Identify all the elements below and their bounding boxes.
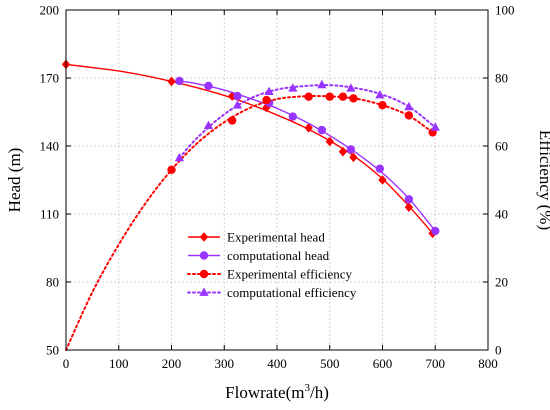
data-point [431, 226, 440, 236]
data-point [175, 76, 184, 86]
x-tick-label: 200 [162, 356, 182, 371]
data-point [167, 76, 176, 87]
data-point [404, 111, 414, 120]
data-point [233, 91, 242, 101]
x-axis-title-tail: /h) [310, 383, 329, 402]
y-left-tick-label: 50 [46, 343, 59, 358]
y-right-axis-title: Efficiency (%) [536, 130, 550, 230]
y-left-tick-label: 110 [40, 207, 59, 222]
data-point [288, 112, 298, 121]
x-tick-label: 100 [109, 356, 129, 371]
y-right-tick-label: 80 [495, 71, 508, 86]
data-point [262, 95, 271, 105]
data-point [404, 101, 414, 111]
series-experimental-head [61, 59, 437, 239]
legend-marker [199, 269, 209, 279]
data-point [375, 90, 385, 99]
x-axis-title-base: Flowrate(m [225, 383, 304, 402]
x-tick-label: 400 [267, 356, 287, 371]
data-point [338, 92, 348, 101]
x-tick-label: 0 [63, 356, 70, 371]
data-point [375, 164, 385, 173]
legend-label: computational head [227, 248, 330, 263]
legend-marker [199, 232, 209, 242]
legend: Experimental head computational head Exper… [187, 230, 357, 300]
data-point [304, 92, 313, 101]
data-point [167, 165, 176, 174]
legend-marker [199, 251, 209, 260]
data-point [349, 94, 358, 103]
data-point [325, 92, 334, 101]
legend-marker [199, 287, 209, 296]
series-line [65, 63, 434, 234]
data-point [317, 125, 327, 135]
data-point [264, 86, 274, 95]
plot-series [61, 59, 440, 351]
data-point [317, 79, 327, 89]
x-tick-label: 600 [373, 356, 393, 371]
series-line [178, 84, 437, 159]
series-line [179, 80, 436, 232]
x-axis-title-sup: 3 [304, 382, 310, 394]
y-right-tick-label: 100 [495, 3, 515, 18]
x-tick-label: 300 [215, 356, 235, 371]
y-left-tick-label: 200 [40, 3, 60, 18]
data-point [232, 100, 243, 109]
data-point [378, 175, 387, 185]
x-tick-label: 700 [426, 356, 446, 371]
data-point [349, 152, 358, 163]
data-point [288, 83, 298, 92]
data-point [346, 83, 356, 92]
data-point [404, 195, 414, 204]
data-point [378, 101, 387, 110]
data-point [304, 123, 313, 133]
y-left-axis-title: Head (m) [5, 148, 24, 213]
data-point [346, 145, 356, 154]
data-point [430, 122, 440, 131]
y-right-tick-label: 0 [495, 343, 502, 358]
legend-label: Experimental head [227, 230, 325, 245]
data-point [227, 116, 237, 125]
data-point [338, 146, 348, 157]
data-point [203, 120, 214, 129]
y-right-tick-label: 60 [495, 139, 508, 154]
y-left-tick-label: 80 [46, 275, 59, 290]
y-right-tick-label: 20 [495, 275, 508, 290]
legend-label: Experimental efficiency [227, 267, 353, 282]
series-line [65, 95, 434, 351]
ticks: 0 100 200 300 400 500 600 700 800508011014017020… [40, 3, 515, 372]
data-point [325, 136, 334, 147]
x-axis-title: Flowrate(m3/h) [225, 382, 329, 402]
data-point [404, 202, 414, 212]
series-experimental-efficiency [65, 92, 437, 351]
data-point [204, 81, 213, 91]
y-left-tick-label: 140 [40, 139, 60, 154]
x-tick-label: 800 [478, 356, 498, 371]
x-tick-label: 500 [320, 356, 340, 371]
series-computational-efficiency [174, 79, 440, 162]
y-right-tick-label: 40 [495, 207, 508, 222]
y-left-tick-label: 170 [40, 71, 60, 86]
legend-label: computational efficiency [227, 285, 357, 300]
data-point [174, 152, 185, 162]
